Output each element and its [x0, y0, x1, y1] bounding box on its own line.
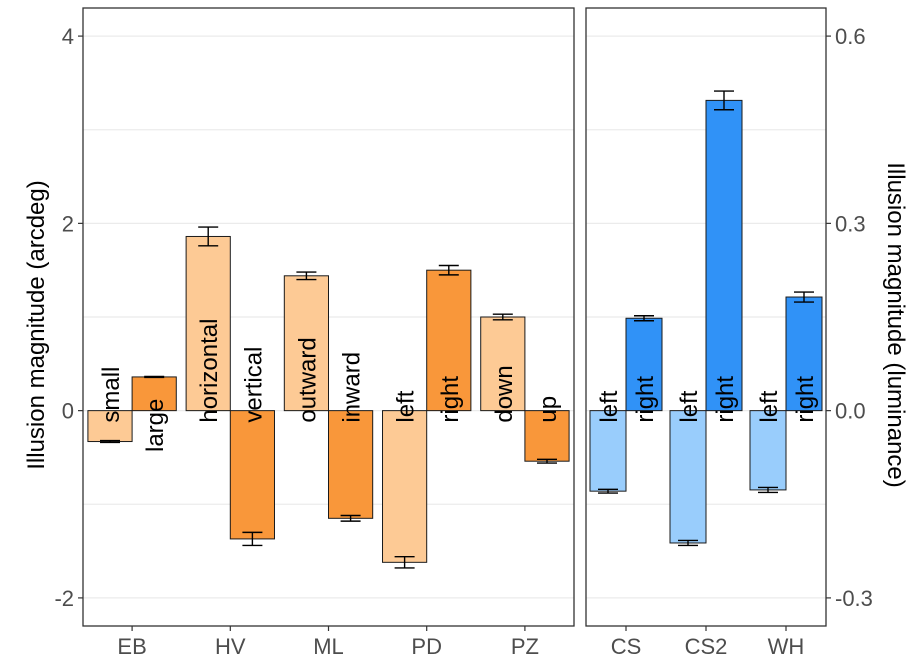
left-panel: small large EB horizontal vertical HV outward i…: [54, 7, 575, 658]
left-errorbar-ML-inward: [340, 514, 361, 522]
left-bar-label: small: [98, 367, 125, 423]
right-y-tick-label: -0.3: [835, 586, 873, 611]
right-panel-border: [585, 7, 827, 627]
left-errorbar-ML-outward: [296, 271, 317, 281]
left-y-tick-label: 2: [62, 211, 74, 236]
right-x-tick-label: CS: [611, 634, 642, 658]
left-x-tick-label: HV: [215, 634, 246, 658]
left-y-tick-label: -2: [54, 586, 74, 611]
right-errorbar-CS2-left: [678, 539, 698, 547]
right-panel: left right CS left right CS2 left right WH -0.3 0.…: [585, 7, 873, 658]
right-errorbar-CS-left: [598, 488, 618, 494]
left-bar-label: outward: [294, 337, 321, 422]
left-bar-label: horizontal: [196, 319, 223, 423]
y-axis-title-right: Illusion magnitude (luminance): [882, 162, 909, 488]
left-x-tick-label: EB: [117, 634, 146, 658]
right-y-tick-label: 0.3: [835, 211, 866, 236]
left-bar-label: right: [437, 376, 464, 423]
right-bar-label: right: [632, 376, 659, 423]
left-bar-HV-horizontal: [185, 235, 231, 412]
left-bar-label: up: [535, 396, 562, 423]
left-errorbar-PZ-down: [492, 313, 513, 321]
right-bar-label: right: [712, 376, 739, 423]
right-errorbar-WH-right: [794, 291, 814, 303]
left-bar-label: inward: [339, 352, 366, 423]
left-errorbar-PD-right: [438, 264, 459, 276]
right-x-tick-label: CS2: [685, 634, 728, 658]
left-bar-ML-inward: [328, 410, 374, 519]
left-y-tick-label: 0: [62, 399, 74, 424]
left-bar-label: vertical: [240, 347, 267, 423]
right-y-tick-label: 0.6: [835, 24, 866, 49]
right-errorbar-CS-right: [634, 315, 654, 322]
left-errorbar-PZ-up: [536, 458, 557, 464]
left-x-tick-label: PD: [411, 634, 442, 658]
left-panel-border: [82, 7, 575, 627]
left-errorbar-EB-large: [144, 375, 165, 379]
right-bar-label: left: [756, 390, 783, 422]
left-bar-label: down: [491, 365, 518, 422]
right-bar-label: right: [792, 376, 819, 423]
left-errorbar-EB-small: [100, 439, 121, 444]
left-bar-label: large: [142, 399, 169, 452]
right-bar-WH-right: [785, 296, 823, 412]
left-bar-PD-right: [426, 269, 472, 412]
left-errorbar-PD-left: [394, 556, 415, 569]
y-axis-title-left: Illusion magnitude (arcdeg): [23, 180, 50, 470]
right-bar-CS-left: [589, 410, 627, 492]
left-x-tick-label: PZ: [511, 634, 539, 658]
right-x-tick-label: WH: [768, 634, 805, 658]
left-errorbar-HV-horizontal: [198, 226, 219, 247]
right-errorbar-WH-left: [758, 486, 778, 494]
left-bar-HV-vertical: [229, 410, 275, 540]
left-x-tick-label: ML: [313, 634, 344, 658]
left-bar-PD-left: [382, 410, 428, 563]
right-bar-label: left: [596, 390, 623, 422]
right-bar-CS2-left: [669, 410, 707, 544]
right-errorbar-CS2-right: [714, 90, 734, 111]
right-bar-CS2-right: [705, 99, 743, 412]
right-bar-label: left: [676, 390, 703, 422]
left-bar-label: left: [393, 390, 420, 422]
left-bar-PZ-down: [480, 316, 526, 412]
right-bar-WH-left: [749, 410, 787, 491]
left-errorbar-HV-vertical: [242, 531, 263, 547]
right-bar-CS-right: [625, 317, 663, 412]
left-y-tick-label: 4: [62, 24, 74, 49]
right-y-tick-label: 0.0: [835, 399, 866, 424]
